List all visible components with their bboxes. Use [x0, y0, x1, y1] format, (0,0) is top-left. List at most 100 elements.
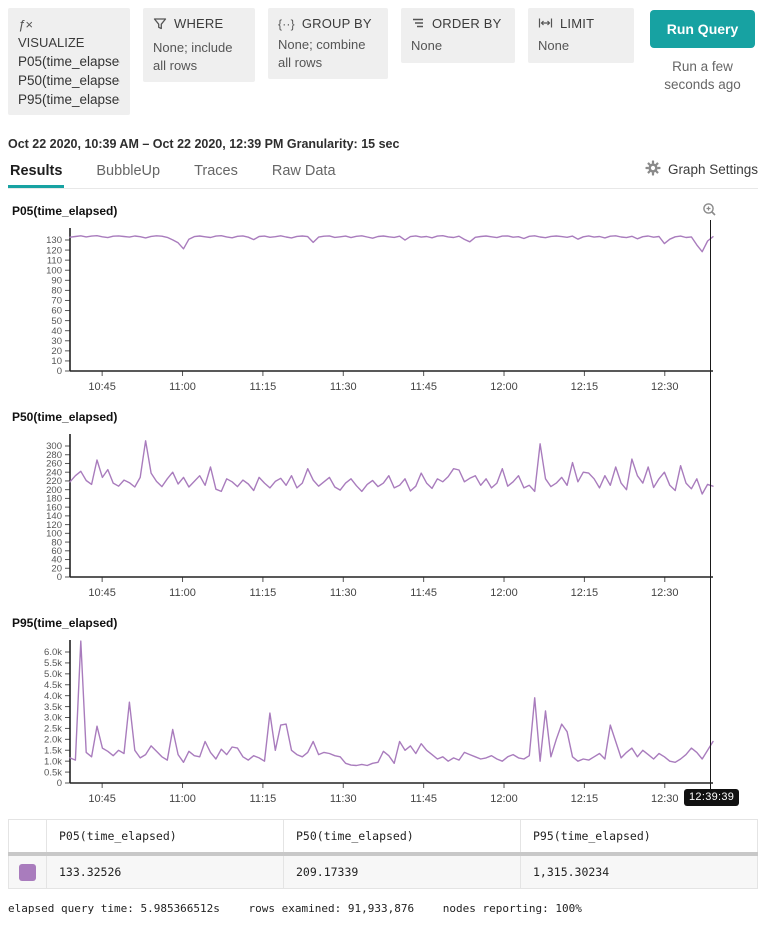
svg-text:11:45: 11:45	[410, 793, 437, 805]
svg-text:10:45: 10:45	[88, 587, 116, 599]
chart-title: P05(time_elapsed)	[12, 204, 118, 218]
series-swatch	[19, 863, 36, 881]
where-block[interactable]: WHERE None; include all rows	[143, 8, 255, 83]
svg-text:6.0k: 6.0k	[44, 647, 62, 658]
line-chart[interactable]: 0 20 40 60 80 100 120 140 160 180 200 220 240 260 280 3…	[8, 426, 758, 601]
run-area: Run Query Run a few seconds ago	[647, 8, 758, 93]
column-header[interactable]: P05(time_elapsed)	[46, 819, 284, 856]
limit-block[interactable]: LIMIT None	[528, 8, 634, 63]
svg-text:11:15: 11:15	[250, 587, 277, 599]
svg-text:12:00: 12:00	[490, 587, 518, 599]
svg-text:11:00: 11:00	[169, 793, 196, 805]
svg-text:160: 160	[46, 502, 62, 513]
line-chart[interactable]: 0 0.5k 1.0k 1.5k 2.0k 2.5k 3.0k 3.5k 4.0k 4.5k 5.0…	[8, 632, 758, 807]
svg-text:5.5k: 5.5k	[44, 658, 62, 669]
svg-text:50: 50	[51, 316, 62, 327]
where-value: None; include all rows	[153, 40, 233, 73]
visualize-block[interactable]: ƒ× VISUALIZE P05(time_elapsed) P50(time_…	[8, 8, 130, 115]
graph-settings-button[interactable]: Graph Settings	[645, 160, 758, 188]
visualize-item[interactable]: P95(time_elapsed)	[18, 92, 120, 107]
svg-text:12:15: 12:15	[571, 587, 599, 599]
svg-text:10: 10	[51, 356, 62, 367]
svg-text:12:00: 12:00	[490, 381, 518, 393]
svg-text:110: 110	[47, 255, 62, 266]
svg-text:60: 60	[51, 546, 62, 557]
chart-p05: P05(time_elapsed) 0 10 20 30 40 50 60 70 80 90 100…	[8, 204, 758, 395]
svg-text:70: 70	[51, 296, 62, 307]
tab-raw-data[interactable]: Raw Data	[271, 163, 336, 179]
table-row[interactable]: 133.32526 209.17339 1,315.30234	[8, 853, 758, 889]
svg-text:80: 80	[51, 286, 62, 297]
graph-settings-label: Graph Settings	[667, 162, 758, 177]
limit-label: LIMIT	[560, 16, 595, 31]
column-header[interactable]: P95(time_elapsed)	[520, 819, 758, 856]
gear-icon	[645, 160, 661, 179]
svg-text:140: 140	[46, 511, 62, 522]
tab-traces[interactable]: Traces	[194, 163, 238, 179]
svg-text:100: 100	[46, 529, 62, 540]
svg-text:40: 40	[51, 555, 62, 566]
svg-text:90: 90	[51, 276, 62, 287]
time-range[interactable]: Oct 22 2020, 10:39 AM – Oct 22 2020, 12:…	[8, 137, 400, 151]
svg-text:120: 120	[46, 245, 62, 256]
tab-bubbleup[interactable]: BubbleUp	[96, 163, 161, 179]
svg-text:12:30: 12:30	[651, 381, 679, 393]
table-header-row: P05(time_elapsed) P50(time_elapsed) P95(…	[8, 819, 758, 856]
svg-text:11:30: 11:30	[330, 381, 357, 393]
svg-text:0: 0	[57, 778, 62, 789]
order-by-label: ORDER BY	[432, 16, 502, 31]
svg-text:60: 60	[51, 306, 62, 317]
svg-text:12:15: 12:15	[571, 381, 599, 393]
svg-text:100: 100	[46, 265, 62, 276]
filter-icon	[153, 17, 167, 34]
chart-p95: P95(time_elapsed) 0 0.5k 1.0k 1.5k 2.0k 2.5k 3…	[8, 616, 758, 807]
svg-text:4.5k: 4.5k	[44, 680, 62, 691]
column-header[interactable]: P50(time_elapsed)	[283, 819, 521, 856]
last-run-status: Run a few seconds ago	[664, 59, 741, 92]
svg-text:280: 280	[46, 450, 62, 461]
table-cell: 1,315.30234	[520, 853, 758, 889]
zoom-reset-icon[interactable]	[702, 202, 717, 222]
rows-examined-stat: rows examined: 91,933,876	[248, 902, 415, 915]
svg-text:3.0k: 3.0k	[44, 713, 62, 724]
group-by-label: GROUP BY	[301, 16, 372, 31]
svg-text:1.5k: 1.5k	[44, 745, 62, 756]
svg-text:30: 30	[51, 336, 62, 347]
svg-text:12:30: 12:30	[651, 793, 679, 805]
braces-icon: {··}	[278, 17, 295, 31]
table-cell: 209.17339	[283, 853, 521, 889]
svg-text:11:30: 11:30	[330, 793, 357, 805]
where-label: WHERE	[174, 16, 224, 31]
line-chart[interactable]: 0 10 20 30 40 50 60 70 80 90 100 110 120 130 10:45 11:0…	[8, 220, 758, 395]
tab-results[interactable]: Results	[8, 157, 65, 188]
group-by-value: None; combine all rows	[278, 37, 366, 70]
visualize-item[interactable]: P50(time_elapsed)	[18, 73, 120, 88]
svg-text:12:00: 12:00	[490, 793, 518, 805]
svg-text:11:00: 11:00	[169, 587, 196, 599]
chart-title: P50(time_elapsed)	[12, 410, 118, 424]
svg-text:130: 130	[46, 235, 62, 246]
svg-text:200: 200	[46, 485, 62, 496]
svg-text:5.0k: 5.0k	[44, 669, 62, 680]
svg-text:0: 0	[57, 366, 62, 377]
query-builder-toolbar: ƒ× VISUALIZE P05(time_elapsed) P50(time_…	[8, 8, 758, 115]
svg-text:10:45: 10:45	[88, 793, 116, 805]
group-by-block[interactable]: {··} GROUP BY None; combine all rows	[268, 8, 388, 80]
crosshair-time-badge: 12:39:39	[684, 789, 740, 806]
order-by-block[interactable]: ORDER BY None	[401, 8, 515, 63]
results-table: P05(time_elapsed) P50(time_elapsed) P95(…	[8, 819, 758, 889]
svg-text:40: 40	[51, 326, 62, 337]
svg-text:260: 260	[46, 459, 62, 470]
visualize-item[interactable]: P05(time_elapsed)	[18, 54, 120, 69]
svg-text:220: 220	[46, 476, 62, 487]
query-page: ƒ× VISUALIZE P05(time_elapsed) P50(time_…	[8, 8, 758, 915]
run-query-button[interactable]: Run Query	[650, 10, 755, 48]
charts-area: 12:39:39 P05(time_elapsed) 0 10 20 30 40 50 60…	[8, 202, 758, 807]
svg-text:0.5k: 0.5k	[44, 767, 62, 778]
chart-title: P95(time_elapsed)	[12, 616, 118, 630]
order-by-value: None	[411, 38, 443, 53]
svg-text:11:00: 11:00	[169, 381, 196, 393]
visualize-label: VISUALIZE	[18, 35, 85, 50]
fx-icon: ƒ×	[18, 17, 33, 32]
svg-text:3.5k: 3.5k	[44, 702, 62, 713]
